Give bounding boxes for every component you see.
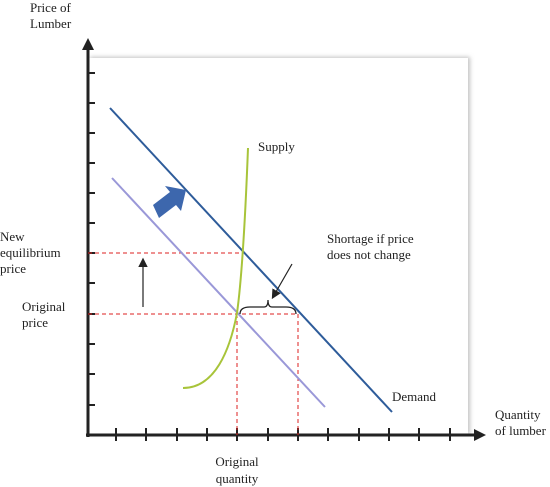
shift-arrow — [153, 186, 186, 218]
original-quantity-label: Original quantity — [215, 454, 259, 486]
original-demand — [111, 177, 326, 408]
shortage-label: Shortage if price does not change — [327, 231, 414, 262]
y-axis-arrow — [82, 38, 94, 50]
new-demand — [109, 107, 393, 413]
guides — [88, 252, 299, 435]
axes — [86, 46, 478, 437]
supply-curve — [182, 147, 249, 389]
demand-label: Demand — [392, 389, 437, 404]
y-axis-label: Price of Lumber — [30, 0, 72, 31]
x-axis-arrow — [474, 429, 486, 441]
plot-panel — [88, 58, 468, 435]
supply-label: Supply — [258, 139, 295, 154]
new-price-label: New equilibrium price — [0, 229, 61, 276]
shortage-pointer — [271, 263, 293, 300]
shortage-brace — [239, 299, 297, 315]
x-axis-label: Quantity of lumber — [495, 407, 547, 438]
x-ticks — [115, 428, 451, 441]
original-price-label: Original price — [22, 299, 66, 330]
